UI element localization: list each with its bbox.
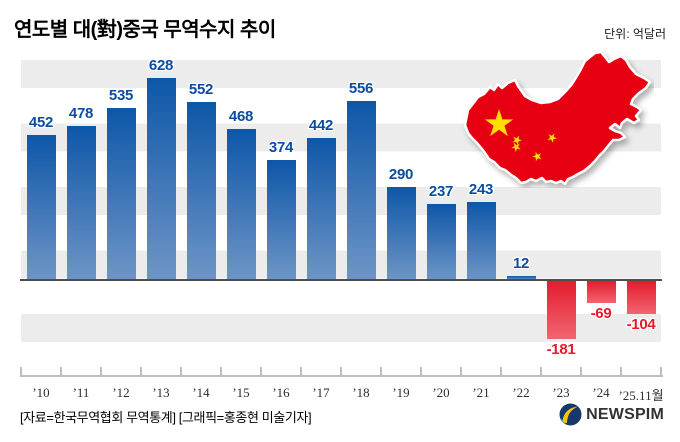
bar-’14 — [186, 102, 216, 280]
newspim-logo-text: NEWSPIM — [586, 405, 664, 423]
source-credit: [자료=한국무역협회 무역통계] [그래픽=홍종현 미술기자] — [20, 410, 312, 425]
x-axis-label: ’16 — [272, 385, 290, 400]
bar-’20 — [426, 203, 456, 280]
axis-tick — [60, 367, 62, 376]
axis-tick — [260, 367, 262, 376]
bar-’25.11월 — [626, 281, 656, 315]
value-label: -69 — [590, 305, 612, 323]
value-label: 237 — [428, 182, 454, 200]
axis-tick — [660, 367, 662, 376]
value-label: 535 — [108, 86, 134, 104]
value-label: 442 — [308, 116, 334, 134]
x-axis-label: ’18 — [352, 385, 370, 400]
x-axis-label: ’20 — [432, 385, 450, 400]
axis-tick — [180, 367, 182, 376]
x-axis-label: ’23 — [552, 385, 570, 400]
unit-label: 단위: 억달러 — [604, 27, 666, 41]
x-axis-label: ’10 — [32, 385, 50, 400]
china-map-illustration — [463, 50, 652, 186]
zero-baseline — [20, 279, 662, 281]
value-label: 552 — [188, 81, 214, 99]
axis-tick — [620, 367, 622, 376]
x-axis-label: ’11 — [72, 385, 90, 400]
bar-’13 — [146, 77, 176, 280]
newspim-logo-icon — [559, 403, 582, 426]
newspim-logo: NEWSPIM — [559, 403, 664, 426]
bar-’22 — [506, 276, 536, 280]
bar-’10 — [26, 134, 56, 280]
bar-’11 — [66, 126, 96, 280]
x-axis-label: ’17 — [312, 385, 330, 400]
value-label: -104 — [626, 316, 656, 334]
axis-tick — [340, 367, 342, 376]
x-axis-label: ’13 — [152, 385, 170, 400]
value-label: -181 — [546, 341, 576, 359]
big-star-icon — [484, 109, 514, 137]
bar-’21 — [466, 201, 496, 280]
axis-tick — [20, 367, 22, 376]
value-label: 374 — [268, 138, 294, 156]
x-axis-label: ’22 — [512, 385, 530, 400]
axis-tick — [100, 367, 102, 376]
axis-tick — [540, 367, 542, 376]
axis-tick — [220, 367, 222, 376]
x-axis-label: ’15 — [232, 385, 250, 400]
china-outline — [463, 50, 652, 186]
value-label: 628 — [148, 56, 174, 74]
axis-tick — [380, 367, 382, 376]
value-label: 452 — [28, 113, 54, 131]
value-label: 468 — [228, 108, 254, 126]
flag-stars — [484, 109, 559, 162]
page-title: 연도별 대(對)중국 무역수지 추이 — [14, 19, 276, 41]
axis-tick — [500, 367, 502, 376]
axis-tick — [420, 367, 422, 376]
bar-’18 — [346, 101, 376, 280]
axis-tick — [300, 367, 302, 376]
x-axis-label: ’24 — [592, 385, 610, 400]
x-axis-label: ’19 — [392, 385, 410, 400]
x-axis-label: ’25.11월 — [618, 388, 664, 403]
value-label: 556 — [348, 80, 374, 98]
bar-’17 — [306, 137, 336, 280]
bar-’24 — [586, 281, 616, 304]
axis-tick — [580, 367, 582, 376]
bar-’16 — [266, 159, 296, 280]
value-label: 243 — [468, 180, 494, 198]
value-label: 478 — [68, 105, 94, 123]
x-axis-line — [20, 375, 663, 377]
bar-’15 — [226, 129, 256, 280]
value-label: 12 — [512, 255, 530, 273]
axis-tick — [140, 367, 142, 376]
bar-’19 — [386, 186, 416, 280]
axis-tick — [460, 367, 462, 376]
x-axis-label: ’12 — [112, 385, 130, 400]
bar-’23 — [546, 281, 576, 340]
x-axis-label: ’14 — [192, 385, 210, 400]
bar-’12 — [106, 107, 136, 280]
value-label: 290 — [388, 165, 414, 183]
x-axis-label: ’21 — [472, 385, 490, 400]
